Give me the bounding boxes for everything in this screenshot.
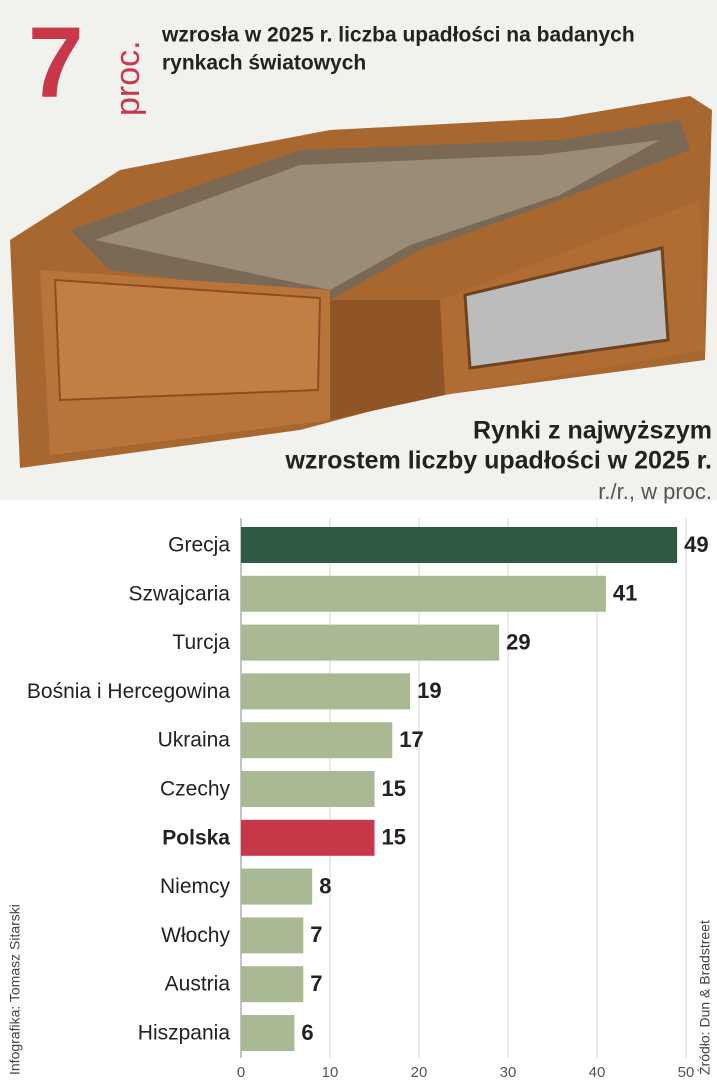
- bar: [241, 868, 313, 905]
- bar: [241, 722, 393, 759]
- value-label: 7: [310, 922, 322, 947]
- value-label: 29: [506, 629, 530, 654]
- value-label: 6: [301, 1020, 313, 1045]
- x-tick-label: 40: [589, 1064, 606, 1080]
- value-label: 8: [319, 873, 331, 898]
- x-tick-label: 0: [237, 1064, 245, 1080]
- bar: [241, 673, 411, 710]
- value-label: 15: [382, 776, 406, 801]
- value-label: 49: [684, 532, 708, 557]
- x-tick-label: 30: [500, 1064, 517, 1080]
- x-tick-label: 10: [322, 1064, 339, 1080]
- credit-source: Źródło: Dun & Bradstreet: [697, 920, 713, 1075]
- category-label: Hiszpania: [138, 1022, 231, 1045]
- bar: [241, 575, 606, 612]
- credit-author: Infografika: Tomasz Sitarski: [7, 904, 23, 1075]
- headline-line: wzrosła w 2025 r. liczba upadłości na ba…: [161, 24, 635, 47]
- value-label: 15: [382, 825, 406, 850]
- value-label: 7: [310, 971, 322, 996]
- category-label: Włochy: [161, 924, 230, 947]
- bar: [241, 1015, 295, 1051]
- bar: [241, 917, 304, 954]
- value-label: 17: [399, 727, 423, 752]
- wallet-illustration: [10, 96, 712, 468]
- category-label: Bośnia i Hercegowina: [27, 680, 230, 703]
- category-label: Turcja: [172, 631, 230, 654]
- chart-title: wzrostem liczby upadłości w 2025 r.: [284, 447, 712, 475]
- bar: [241, 771, 375, 807]
- bar: [241, 819, 375, 856]
- category-label: Austria: [165, 973, 231, 996]
- category-label: Czechy: [160, 778, 231, 801]
- value-label: 41: [613, 581, 637, 606]
- x-tick-label: 50: [678, 1064, 695, 1080]
- value-label: 19: [417, 678, 441, 703]
- big-number-unit: proc.: [109, 40, 147, 116]
- x-tick-label: 20: [411, 1064, 428, 1080]
- bar: [241, 966, 304, 1003]
- chart-subtitle: r./r., w proc.: [598, 479, 712, 504]
- category-label: Polska: [162, 826, 230, 849]
- headline-line: rynkach światowych: [162, 52, 366, 75]
- bar: [241, 527, 678, 563]
- big-number: 7: [28, 6, 84, 118]
- category-label: Ukraina: [158, 729, 231, 752]
- chart-title: Rynki z najwyższym: [473, 417, 712, 445]
- category-label: Grecja: [168, 534, 230, 557]
- category-label: Szwajcaria: [128, 582, 230, 605]
- bar: [241, 624, 500, 661]
- category-label: Niemcy: [160, 875, 231, 898]
